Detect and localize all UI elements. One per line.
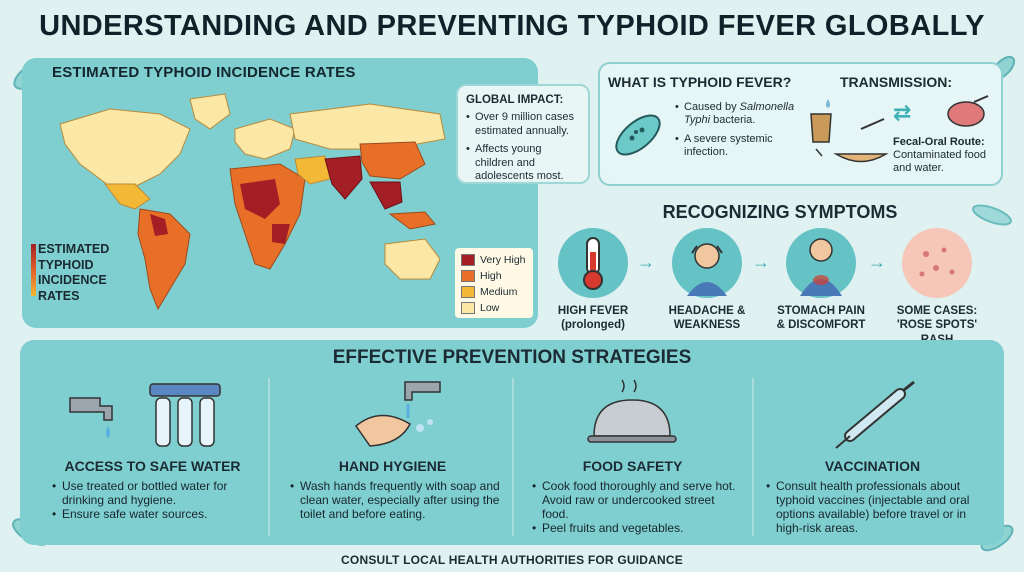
symptom-label: HEADACHE & WEAKNESS — [668, 305, 746, 332]
list-item: Consult health professionals about typho… — [766, 479, 981, 536]
bidirectional-arrow-icon: ⇄ — [893, 100, 912, 125]
column-divider — [268, 378, 270, 536]
footer-note: CONSULT LOCAL HEALTH AUTHORITIES FOR GUI… — [341, 553, 683, 567]
column-divider — [512, 378, 514, 536]
incidence-side-label: ESTIMATED TYPHOID INCIDENCE RATES — [38, 242, 110, 303]
contaminated-food-water-icon — [810, 99, 889, 163]
transmission-heading: TRANSMISSION: — [840, 74, 952, 90]
global-impact-box: GLOBAL IMPACT: Over 9 million cases esti… — [456, 84, 590, 184]
transmission-description: Fecal-Oral Route: Contaminated food and … — [893, 136, 986, 175]
handwashing-icon — [354, 381, 441, 447]
symptom-label: HIGH FEVER (prolonged) — [557, 305, 629, 332]
stomach-pain-person-icon — [786, 228, 856, 298]
what-is-item: A severe systemic infection. — [675, 133, 795, 160]
column-title: HAND HYGIENE — [338, 458, 447, 474]
rash-skin-icon — [902, 228, 972, 298]
world-incidence-map — [59, 93, 446, 311]
food-cloche-icon — [587, 379, 677, 443]
arrow-right-icon: → — [637, 252, 655, 272]
list-item: Cook food thoroughly and serve hot. Avoi… — [532, 479, 742, 521]
water-tap-filter-icon — [69, 383, 221, 447]
column-divider — [752, 378, 754, 536]
column-title: ACCESS TO SAFE WATER — [64, 458, 241, 474]
global-impact-item: Over 9 million cases estimated annually. — [466, 111, 580, 139]
syringe-icon — [835, 380, 915, 449]
list-item: Ensure safe water sources. — [52, 507, 262, 521]
legend-item: High — [461, 269, 527, 282]
global-impact-heading: GLOBAL IMPACT: — [466, 94, 564, 106]
what-is-heading: WHAT IS TYPHOID FEVER? — [608, 74, 792, 90]
what-is-list: Caused by Salmonella Typhi bacteria. A s… — [675, 101, 795, 165]
salmonella-bacterium-icon — [615, 114, 661, 156]
column-title: FOOD SAFETY — [582, 458, 683, 474]
map-title: ESTIMATED TYPHOID INCIDENCE RATES — [52, 64, 356, 81]
map-legend: Very High High Medium Low — [455, 248, 533, 318]
symptom-label: STOMACH PAIN & DISCOMFORT — [776, 305, 866, 332]
page-title: UNDERSTANDING AND PREVENTING TYPHOID FEV… — [39, 10, 985, 42]
symptoms-heading: RECOGNIZING SYMPTOMS — [662, 202, 898, 222]
headache-person-icon — [672, 228, 742, 298]
incidence-color-bar — [31, 244, 36, 296]
safe-water-list: Use treated or bottled water for drinkin… — [52, 479, 262, 522]
thermometer-icon — [558, 228, 628, 298]
global-impact-item: Affects young children and adolescents m… — [466, 143, 580, 184]
list-item: Wash hands frequently with soap and clea… — [290, 479, 505, 521]
legend-item: Medium — [461, 285, 527, 298]
food-safety-list: Cook food thoroughly and serve hot. Avoi… — [532, 479, 742, 536]
raw-meat-icon — [947, 95, 989, 127]
list-item: Peel fruits and vegetables. — [532, 521, 742, 535]
arrow-right-icon: → — [752, 252, 770, 272]
legend-item: Low — [461, 301, 527, 314]
arrow-right-icon: → — [868, 252, 886, 272]
what-is-item: Caused by Salmonella Typhi bacteria. — [675, 101, 795, 128]
list-item: Use treated or bottled water for drinkin… — [52, 479, 262, 507]
legend-item: Very High — [461, 253, 527, 266]
vaccination-list: Consult health professionals about typho… — [766, 479, 981, 536]
what-is-typhoid-box — [598, 62, 1003, 186]
bacteria-decoration-icon — [972, 204, 1012, 226]
prevention-heading: EFFECTIVE PREVENTION STRATEGIES — [332, 347, 692, 368]
hand-hygiene-list: Wash hands frequently with soap and clea… — [290, 479, 505, 521]
column-title: VACCINATION — [824, 458, 921, 474]
